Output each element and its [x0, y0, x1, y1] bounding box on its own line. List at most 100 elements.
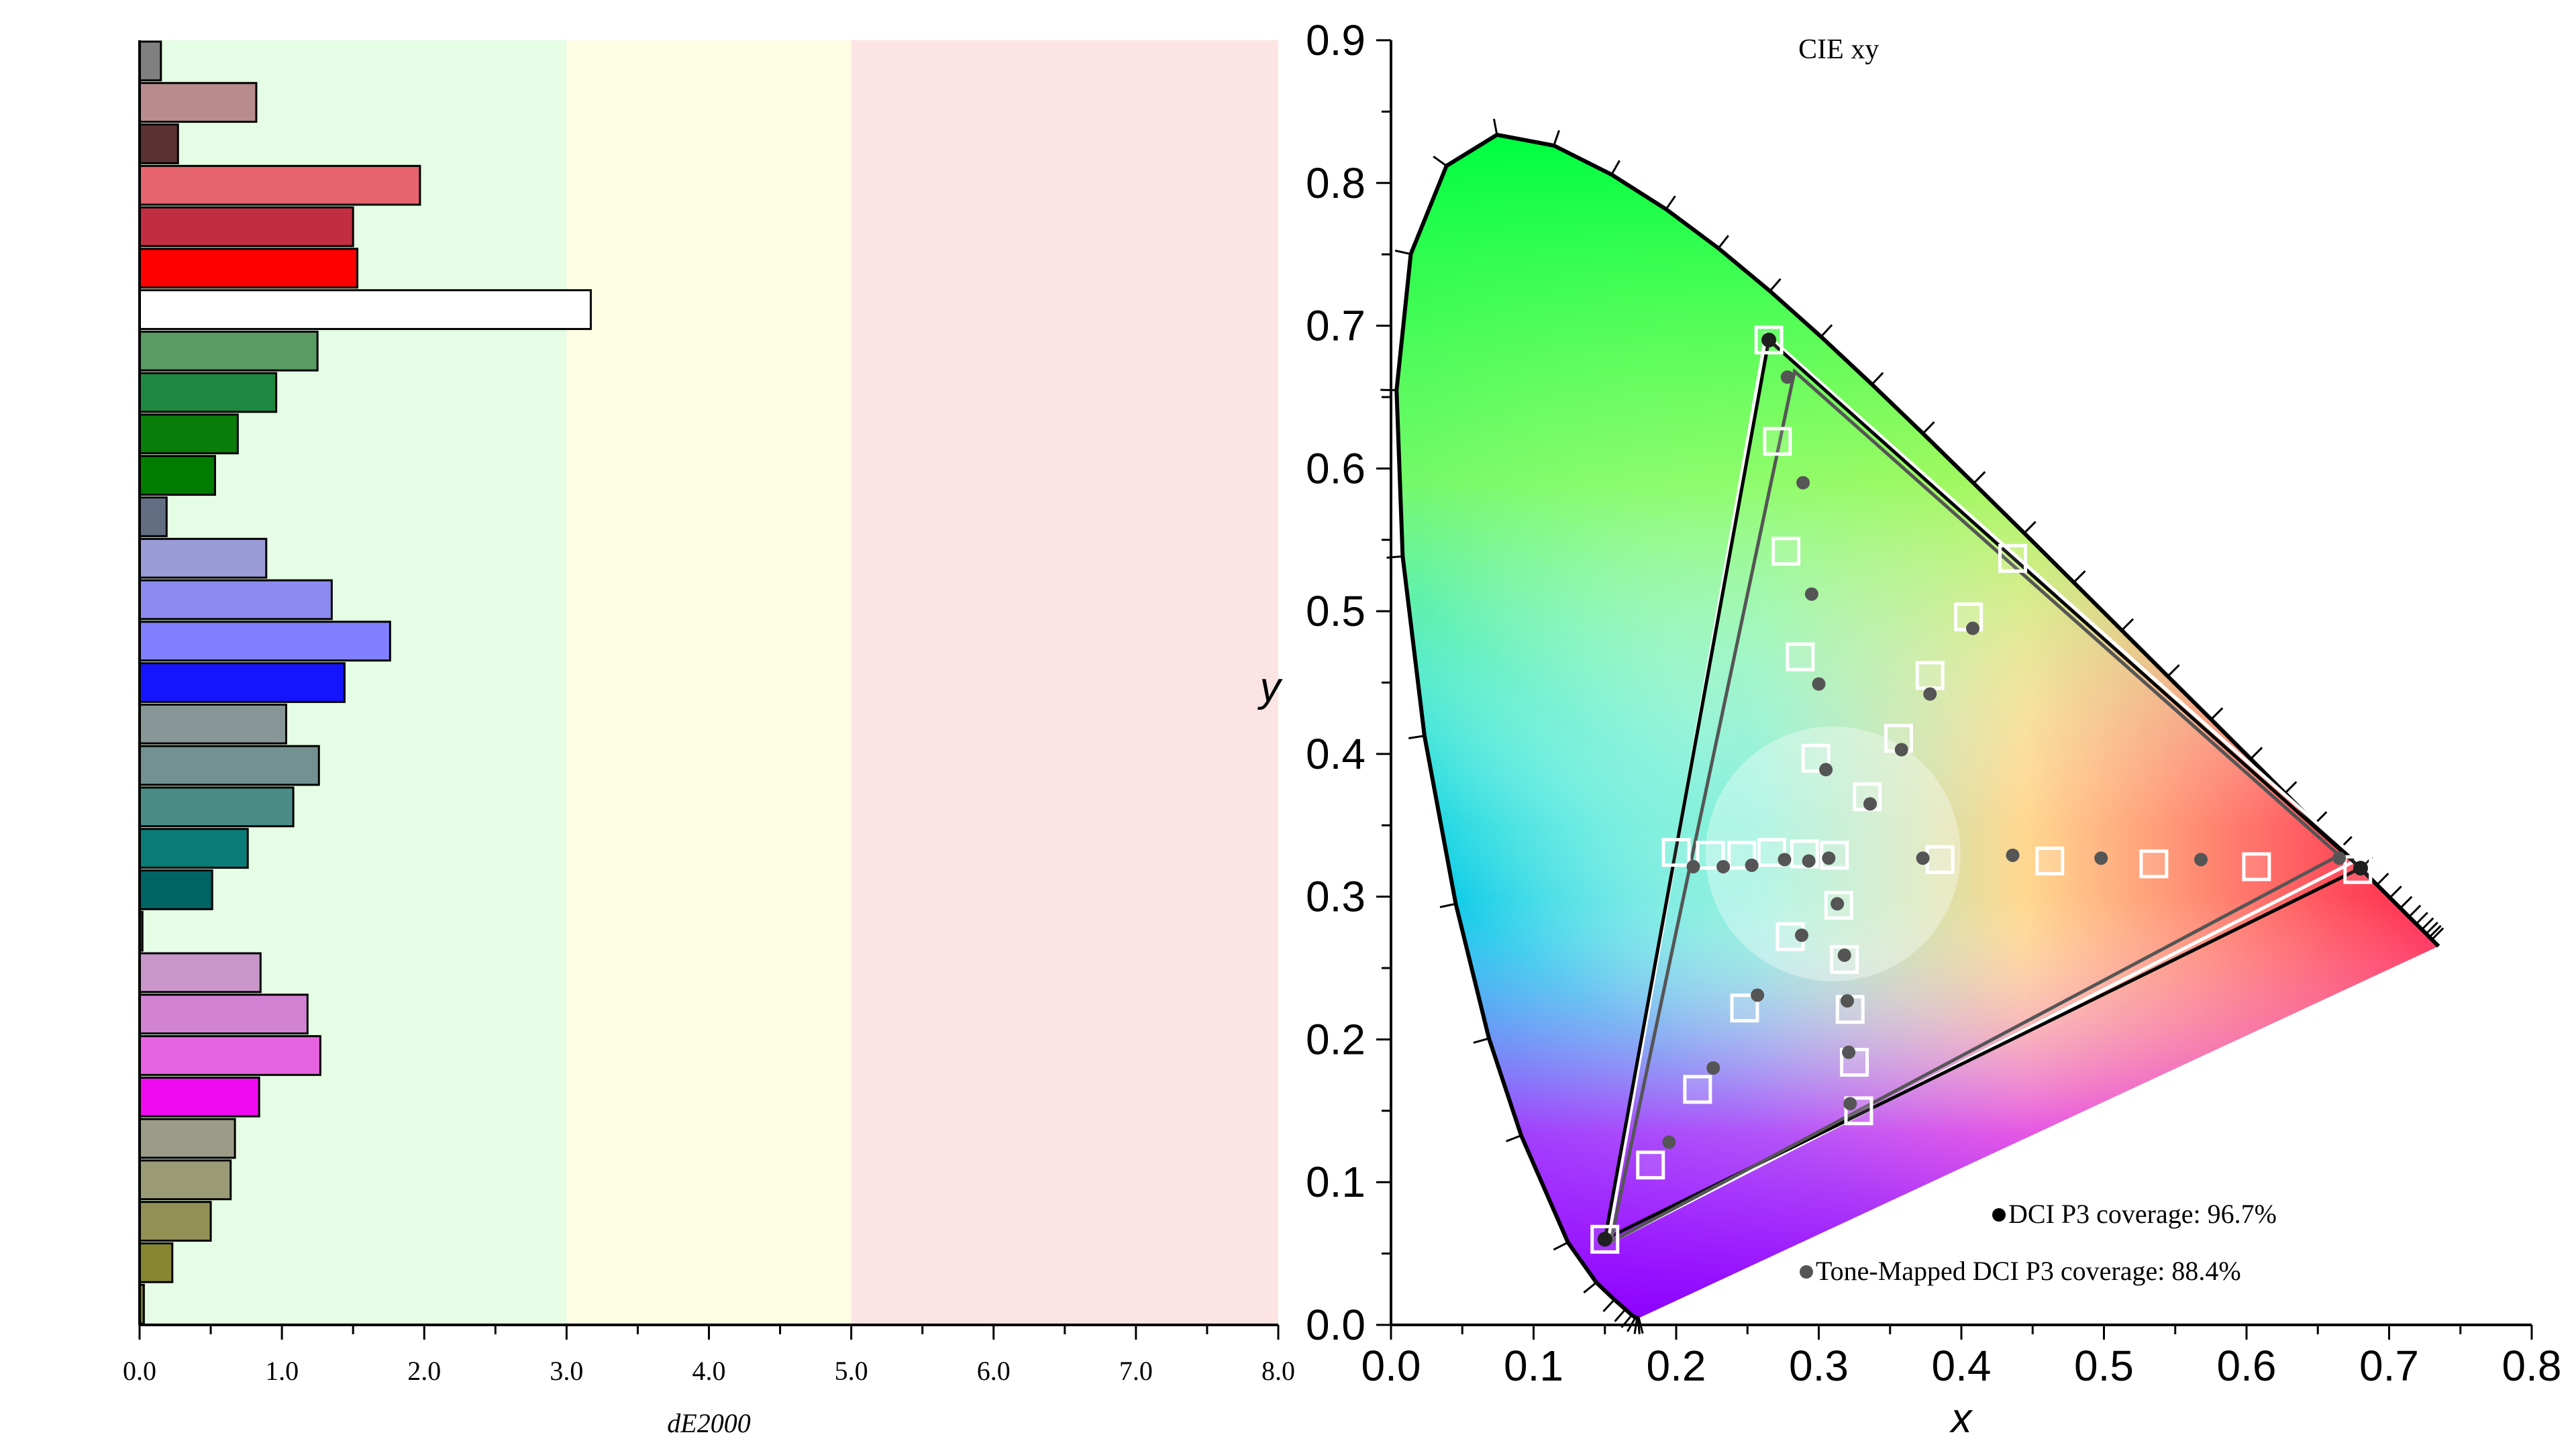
x-axis-label: dE2000 — [667, 1408, 750, 1438]
legend-marker-0 — [1992, 1208, 2006, 1222]
y-tick-label: 0.6 — [1306, 444, 1366, 492]
bar-20 — [138, 869, 213, 910]
target-square-6 — [1636, 1150, 1665, 1180]
measured-point-28 — [1822, 851, 1836, 865]
measured-point-17 — [1837, 948, 1851, 962]
measured-point-8 — [1795, 928, 1808, 943]
bar-9 — [138, 413, 239, 455]
measured-point-25 — [1745, 858, 1759, 872]
bar-7 — [138, 330, 319, 372]
measured-point-14 — [1843, 1097, 1857, 1111]
locus-tick — [2400, 896, 2413, 909]
locus-layer — [1396, 134, 2439, 1318]
locus-tick — [2408, 904, 2422, 918]
x-tick-label: 0.0 — [123, 1356, 156, 1386]
locus-tick — [2431, 927, 2444, 941]
x-axis-label: x — [1949, 1395, 1973, 1442]
y-tick-label: 0.4 — [1306, 730, 1366, 778]
target-square-8 — [1730, 994, 1759, 1023]
locus-tick — [2376, 872, 2389, 886]
locus-tick — [2428, 924, 2442, 938]
bar-29 — [138, 1242, 174, 1283]
cie-axes: 0.0 0.1 0.2 0.3 0.4 0.5 0.6 0.7 0.8 0.0 0.1 0.2 0.3 0… — [1306, 16, 2561, 1390]
target-square-4 — [1801, 743, 1831, 773]
measured-point-15 — [1842, 1045, 1856, 1059]
bar-17 — [138, 745, 320, 786]
x-tick-label: 7.0 — [1119, 1356, 1153, 1386]
tolerance-band-2 — [851, 40, 1278, 1325]
locus-tick — [1871, 372, 1884, 386]
locus-tick — [1583, 1281, 1597, 1294]
x-tick-label: 6.0 — [977, 1356, 1011, 1386]
bar-10 — [138, 455, 216, 496]
locus-tick — [2121, 618, 2134, 631]
legend: DCI P3 coverage: 96.7% Tone-Mapped DCI P3… — [1800, 1199, 2277, 1286]
locus-tick — [1614, 1308, 1627, 1322]
x-tick-label: 0.8 — [2502, 1342, 2562, 1390]
x-tick-label: 3.0 — [550, 1356, 583, 1386]
locus-tick — [2167, 664, 2180, 678]
target-square-23 — [1915, 661, 1945, 690]
target-square-21 — [1998, 543, 2027, 573]
locus-tick — [1439, 902, 1456, 908]
tolerance-band-1 — [566, 40, 852, 1325]
y-tick-label: 0.0 — [1306, 1301, 1366, 1349]
bar-8 — [138, 372, 278, 413]
locus-tick — [1602, 1299, 1615, 1312]
primary-vertex-2 — [1597, 1232, 1612, 1247]
locus-tick — [1506, 1134, 1522, 1142]
bar-2 — [138, 123, 179, 164]
target-square-13 — [2035, 846, 2065, 875]
spectral-locus-outline — [1394, 132, 2440, 1320]
x-tick-label: 0.0 — [1361, 1342, 1421, 1390]
bar-24 — [138, 1035, 321, 1076]
locus-tick — [1553, 1241, 1569, 1251]
y-axis-label: y — [1257, 664, 1284, 710]
target-square-26 — [1661, 838, 1691, 867]
measured-point-2 — [1804, 587, 1818, 601]
legend-label-1: Tone-Mapped DCI P3 coverage: 88.4% — [1816, 1256, 2241, 1286]
measured-point-23 — [1686, 859, 1700, 873]
x-tick-label: 0.6 — [2217, 1342, 2277, 1390]
locus-tick — [1553, 129, 1560, 146]
bar-15 — [138, 662, 346, 703]
measured-point-1 — [1796, 476, 1810, 490]
gamut-triangles — [1597, 331, 2368, 1247]
locus-tick — [1973, 471, 1986, 484]
measured-point-16 — [1841, 994, 1854, 1008]
bar-27 — [138, 1159, 232, 1201]
spectral-locus-fill — [1380, 118, 2444, 1334]
measured-point-11 — [2094, 851, 2108, 865]
bar-6 — [138, 289, 592, 330]
bar-22 — [138, 952, 262, 994]
measured-point-13 — [1916, 851, 1930, 865]
locus-tick — [1386, 555, 1403, 559]
target-square-10 — [2343, 855, 2373, 884]
locus-tick — [2284, 781, 2298, 794]
measured-point-22 — [1863, 797, 1877, 811]
measured-point-12 — [2006, 848, 2020, 862]
measured-point-24 — [1716, 859, 1731, 873]
measured-point-26 — [1778, 853, 1792, 867]
gamut-triangle-0 — [1602, 336, 2364, 1242]
target-square-7 — [1683, 1075, 1712, 1104]
x-tick-label: 0.3 — [1789, 1342, 1849, 1390]
target-square-5 — [1590, 1224, 1620, 1254]
x-tick-label: 0.7 — [2359, 1342, 2419, 1390]
y-tick-label: 0.7 — [1306, 302, 1366, 350]
measured-point-19 — [1966, 621, 1979, 635]
y-tick-label: 0.2 — [1306, 1015, 1366, 1063]
target-square-3 — [1786, 642, 1815, 672]
locus-tick — [1394, 250, 1411, 256]
locus-tick — [1665, 195, 1676, 210]
x-tick-label: 8.0 — [1261, 1356, 1295, 1386]
locus-tick — [1492, 118, 1498, 136]
bar-12 — [138, 537, 268, 579]
de2000-bar-chart: 0.0 1.0 2.0 3.0 4.0 5.0 6.0 7.0 8.0 dE2000 — [123, 40, 1295, 1438]
bar-18 — [138, 786, 295, 828]
bar-0 — [138, 40, 162, 82]
bar-3 — [138, 164, 421, 206]
x-tick-label: 0.2 — [1647, 1342, 1706, 1390]
bar-28 — [138, 1201, 212, 1242]
